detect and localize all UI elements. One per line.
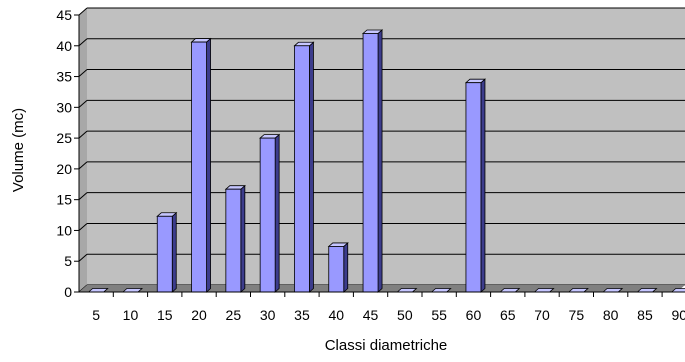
x-tick-label: 15: [157, 307, 173, 323]
x-tick-label: 30: [260, 307, 276, 323]
bar: [602, 288, 624, 293]
bar-top: [602, 288, 624, 293]
bar-top: [259, 134, 281, 139]
bar-top: [87, 288, 109, 293]
bar-top: [190, 38, 212, 43]
plot-back-wall: [87, 8, 685, 285]
bar: [396, 288, 418, 293]
bar: [533, 288, 555, 293]
bar-front: [156, 215, 173, 293]
x-tick-label: 25: [226, 307, 242, 323]
x-tick-label: 5: [92, 307, 100, 323]
x-tick-label: 50: [397, 307, 413, 323]
x-tick-label: 90: [671, 307, 685, 323]
y-axis-title: Volume (mc): [10, 108, 27, 192]
x-tick-label: 35: [294, 307, 310, 323]
x-tick-label: 85: [637, 307, 653, 323]
gridline-side: [78, 7, 88, 16]
y-tick-labels: 0 5 10 15 20 25 30 35 40 45: [56, 7, 72, 300]
gridline-side: [78, 253, 88, 262]
bar: [499, 288, 521, 293]
bar-side: [377, 29, 383, 293]
gridline-side: [78, 223, 88, 231]
gridline-side: [78, 130, 88, 139]
x-axis-title: Classi diametriche: [325, 337, 448, 354]
bar-side: [274, 133, 280, 293]
plot-side-wall: [79, 8, 87, 292]
axes: [74, 14, 685, 297]
bar: [636, 288, 658, 293]
x-tick-label: 65: [500, 307, 516, 323]
x-tick-label: 10: [123, 307, 139, 323]
plot-area: [79, 8, 685, 292]
bar-top: [224, 185, 246, 190]
x-tick-label: 70: [534, 307, 550, 323]
x-tick-label: 80: [603, 307, 619, 323]
bar-top: [464, 78, 487, 84]
gridline-side: [78, 161, 88, 170]
gridline-side: [78, 192, 88, 201]
x-tick-label: 45: [363, 307, 379, 323]
bar: [567, 288, 589, 293]
x-tick-labels: 5 10 15 20 25 30 35 40 45 50 55 60 65 70 75 80 85 90: [92, 307, 685, 323]
bar-front: [465, 82, 482, 293]
y-tick-label: 30: [56, 99, 72, 115]
y-tick-label: 10: [56, 222, 72, 238]
bar-side: [309, 41, 314, 293]
bar-front: [294, 45, 310, 293]
bar-side: [171, 211, 177, 293]
x-tick-label: 20: [191, 307, 207, 323]
gridline-side: [78, 38, 88, 47]
x-tick-label: 55: [431, 307, 447, 323]
bar-front: [225, 188, 242, 293]
y-tick-label: 45: [56, 7, 72, 23]
x-tick-label: 60: [466, 307, 482, 323]
bar-top: [156, 212, 178, 217]
bar-top: [499, 288, 521, 293]
bar-top: [293, 41, 315, 47]
bar-top: [327, 242, 349, 247]
bar: [121, 288, 144, 293]
bar: [87, 288, 109, 293]
y-tick-label: 5: [64, 253, 72, 269]
bar-front: [362, 33, 379, 293]
bar-top: [121, 288, 144, 293]
y-tick-label: 40: [56, 38, 72, 54]
gridline-side: [78, 69, 88, 77]
y-tick-label: 25: [56, 130, 72, 146]
bar: [327, 242, 349, 293]
x-tick-label: 75: [569, 307, 585, 323]
x-tick-label: 40: [328, 307, 344, 323]
bar-side: [206, 37, 211, 293]
bar-top: [430, 288, 452, 293]
bar-front: [328, 246, 345, 293]
bar-top: [361, 29, 384, 34]
bar: [430, 288, 452, 293]
bar-front: [191, 41, 207, 293]
bar: [156, 211, 178, 293]
bar-side: [240, 184, 246, 293]
y-tick-label: 35: [56, 69, 72, 85]
bar: [464, 78, 487, 293]
bar-front: [259, 137, 276, 293]
bar-side: [343, 242, 349, 293]
bar-top: [396, 288, 418, 293]
bar: [293, 41, 315, 293]
bar: [224, 184, 246, 293]
y-tick-label: 20: [56, 161, 72, 177]
bar-top: [636, 288, 658, 293]
bar-side: [480, 78, 486, 293]
bar-top: [533, 288, 555, 293]
bar: [259, 133, 281, 293]
y-tick-label: 15: [56, 192, 72, 208]
bar: [190, 37, 212, 293]
bar-top: [567, 288, 589, 293]
y-tick-label: 0: [64, 284, 72, 300]
bars: [87, 29, 685, 293]
gridline-side: [78, 99, 88, 108]
bar: [361, 29, 384, 293]
